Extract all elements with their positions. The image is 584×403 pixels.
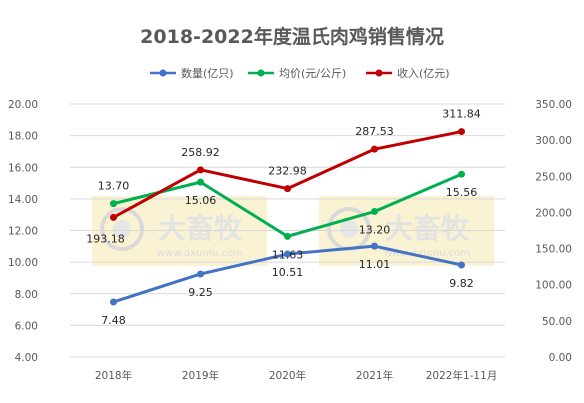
data-label: 11.63 — [272, 248, 304, 261]
data-point — [371, 145, 378, 153]
data-labels: 7.48 9.25 10.51 11.01 9.82 13.70 15.06 11.63 13.… — [86, 108, 481, 327]
y-left-tick-label: 8.00 — [15, 289, 38, 301]
data-point — [197, 270, 204, 278]
data-point — [371, 208, 378, 216]
data-point — [110, 298, 117, 306]
y-right-tick-label: 300.00 — [535, 135, 572, 147]
data-point — [284, 250, 291, 258]
data-point — [284, 232, 291, 240]
data-label: 232.98 — [268, 165, 307, 178]
y-right-tick-label: 250.00 — [535, 171, 572, 183]
data-point — [110, 200, 117, 208]
gridlines — [70, 103, 505, 358]
y-right-tick-label: 50.00 — [542, 316, 572, 328]
series-group — [110, 128, 465, 306]
axes: 4.00 6.00 8.00 10.00 12.00 14.00 16.00 18.00 20.… — [8, 99, 572, 382]
y-left-tick-label: 18.00 — [8, 131, 38, 143]
data-point — [458, 170, 465, 178]
data-label: 7.48 — [101, 314, 126, 327]
x-tick-label: 2019年 — [182, 369, 219, 382]
y-right-tick-label: 0.00 — [549, 352, 572, 364]
y-left-tick-label: 20.00 — [8, 99, 38, 111]
watermark-text: 大畜牧 — [385, 212, 470, 245]
data-point — [284, 185, 291, 193]
x-tick-label: 2018年 — [95, 369, 132, 382]
data-point — [197, 178, 204, 186]
x-tick-label: 2021年 — [356, 369, 393, 382]
data-point — [371, 242, 378, 250]
watermark-url: www.dxumu.com — [157, 248, 243, 259]
data-point — [458, 261, 465, 269]
data-label: 10.51 — [272, 266, 304, 279]
data-point — [197, 166, 204, 174]
data-label: 9.82 — [449, 277, 474, 290]
data-point — [458, 128, 465, 136]
legend-swatch-marker — [159, 69, 167, 77]
watermark-url: www.dxumu.com — [384, 248, 470, 259]
data-label: 13.20 — [359, 224, 391, 237]
legend-item: 收入(亿元) — [366, 66, 450, 80]
y-right-tick-label: 350.00 — [535, 99, 572, 111]
legend-item: 数量(亿只) — [150, 67, 234, 80]
data-label: 15.56 — [446, 186, 478, 199]
y-left-tick-label: 14.00 — [8, 194, 38, 206]
data-label: 287.53 — [355, 125, 394, 138]
data-label: 11.01 — [359, 258, 391, 271]
y-left-tick-label: 4.00 — [15, 352, 38, 364]
y-left-tick-label: 16.00 — [8, 162, 38, 174]
legend: 数量(亿只) 均价(元/公斤) 收入(亿元) — [150, 66, 450, 80]
legend-label: 均价(元/公斤) — [279, 67, 346, 80]
data-label: 13.70 — [98, 180, 130, 193]
legend-label: 收入(亿元) — [397, 66, 450, 80]
y-right-tick-label: 200.00 — [535, 207, 572, 219]
data-label: 311.84 — [442, 108, 481, 121]
chart-title: 2018-2022年度温氏肉鸡销售情况 — [140, 25, 444, 48]
y-left-tick-label: 10.00 — [8, 257, 38, 269]
data-label: 258.92 — [181, 146, 220, 159]
legend-swatch-marker — [375, 69, 383, 77]
legend-label: 数量(亿只) — [181, 67, 234, 80]
watermark-text: 大畜牧 — [158, 212, 243, 245]
y-right-tick-label: 150.00 — [535, 244, 572, 256]
data-label: 9.25 — [188, 286, 213, 299]
y-right-tick-label: 100.00 — [535, 280, 572, 292]
legend-item: 均价(元/公斤) — [248, 67, 346, 80]
data-label: 193.18 — [86, 232, 125, 245]
y-left-tick-label: 6.00 — [15, 320, 38, 332]
data-label: 15.06 — [185, 194, 217, 207]
y-left-tick-label: 12.00 — [8, 226, 38, 238]
legend-swatch-marker — [257, 69, 265, 77]
data-point — [110, 213, 117, 221]
x-tick-label: 2020年 — [269, 369, 306, 382]
x-tick-label: 2022年1-11月 — [426, 369, 498, 382]
